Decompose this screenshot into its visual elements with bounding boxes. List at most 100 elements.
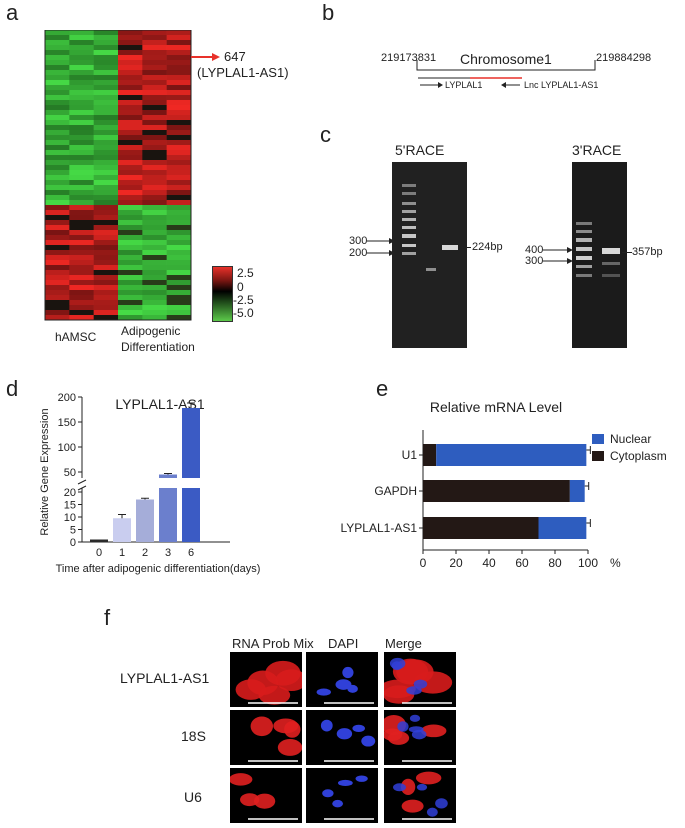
x-tick-label: 6 bbox=[188, 547, 194, 559]
fish-header-merge: Merge bbox=[385, 636, 422, 651]
x-tick-label: 0 bbox=[420, 556, 427, 570]
legend-swatch-cytoplasm bbox=[592, 451, 604, 461]
legend-label-nuclear: Nuclear bbox=[610, 432, 651, 446]
y-tick-label: LYPLAL1-AS1 bbox=[341, 521, 418, 535]
fish-tile-merge bbox=[384, 652, 456, 707]
bar-nuclear bbox=[538, 517, 587, 539]
fish-tile-merge bbox=[384, 768, 456, 823]
marker-arrows-3race bbox=[543, 247, 573, 264]
y-tick-label: 5 bbox=[70, 525, 76, 537]
chromosome-start: 219173831 bbox=[381, 52, 437, 64]
heatmap-label-differentiation: Differentiation bbox=[121, 340, 195, 354]
gel-3race bbox=[572, 162, 627, 348]
axis-break bbox=[77, 479, 87, 485]
scale-tick: 2.5 bbox=[237, 266, 254, 280]
gel-5race bbox=[392, 162, 467, 348]
y-axis-label: Relative Gene Expression bbox=[39, 408, 51, 535]
bar bbox=[90, 539, 108, 542]
y-tick-label: 10 bbox=[64, 512, 76, 524]
y-tick-label: 20 bbox=[64, 487, 76, 499]
stacked-bar-chart-localization: Relative mRNA Level 0 20 40 60 80 100 % U1 GAPDH L… bbox=[341, 400, 667, 570]
scale-tick: -2.5 bbox=[233, 293, 254, 307]
heatmap bbox=[44, 30, 220, 321]
race-5-title: 5'RACE bbox=[395, 142, 445, 158]
y-tick-label: 50 bbox=[64, 467, 76, 479]
race-3-title: 3'RACE bbox=[572, 142, 622, 158]
fish-header-probe: RNA Prob Mix bbox=[232, 636, 314, 651]
fish-tile-probe bbox=[230, 710, 302, 765]
panel-label-f: f bbox=[104, 605, 111, 630]
bar bbox=[113, 518, 131, 542]
x-tick-label: 40 bbox=[482, 556, 496, 570]
band-pointer-357 bbox=[622, 252, 632, 253]
scale-tick: -5.0 bbox=[233, 306, 254, 320]
heatmap-cells bbox=[45, 30, 192, 321]
band-label-224bp: 224bp bbox=[472, 241, 503, 253]
legend-label-cytoplasm: Cytoplasm bbox=[610, 449, 667, 463]
marker-200: 200 bbox=[349, 247, 368, 259]
bar bbox=[159, 488, 177, 542]
marker-300: 300 bbox=[349, 235, 368, 247]
heatmap-label-adipogenic: Adipogenic bbox=[121, 324, 181, 338]
bar bbox=[159, 474, 177, 478]
x-tick-label: 2 bbox=[142, 547, 148, 559]
chromosome-diagram bbox=[416, 60, 596, 88]
chromosome-end: 219884298 bbox=[596, 52, 652, 64]
scale-tick: 0 bbox=[237, 280, 244, 294]
y-tick-label: 200 bbox=[58, 392, 76, 404]
callout-gene-name: (LYPLAL1-AS1) bbox=[197, 65, 289, 80]
x-tick-label: 100 bbox=[578, 556, 598, 570]
y-tick-label: 150 bbox=[58, 417, 76, 429]
x-tick-label: 20 bbox=[449, 556, 463, 570]
bar-cytoplasm bbox=[423, 480, 570, 502]
bar bbox=[182, 408, 200, 478]
callout-number: 647 bbox=[224, 49, 246, 64]
y-tick-label: 0 bbox=[70, 537, 76, 549]
bar-cytoplasm bbox=[423, 444, 437, 466]
fish-tile-merge bbox=[384, 710, 456, 765]
axis-break bbox=[77, 485, 87, 491]
legend-swatch-nuclear bbox=[592, 434, 604, 444]
chart-title: Relative mRNA Level bbox=[430, 400, 562, 415]
x-tick-label: 0 bbox=[96, 547, 102, 559]
x-tick-label: 1 bbox=[119, 547, 125, 559]
panel-label-e: e bbox=[376, 376, 389, 401]
fish-row-label-lyplal1: LYPLAL1-AS1 bbox=[120, 670, 210, 686]
y-tick-label: U1 bbox=[402, 448, 418, 462]
x-axis-label: Time after adipogenic differentiation(da… bbox=[56, 563, 261, 575]
marker-400: 400 bbox=[525, 244, 544, 256]
fish-tile-dapi bbox=[306, 652, 378, 707]
bar-nuclear bbox=[569, 480, 585, 502]
gene-label-lyplal1: LYPLAL1 bbox=[445, 80, 483, 90]
marker-arrows-5race bbox=[367, 238, 395, 256]
panel-label-d: d bbox=[6, 376, 19, 401]
bar bbox=[182, 488, 200, 542]
bar bbox=[136, 499, 154, 542]
panel-label-c: c bbox=[320, 122, 331, 147]
gene-label-lnc: Lnc LYPLAL1-AS1 bbox=[524, 80, 599, 90]
fish-row-label-u6: U6 bbox=[184, 789, 202, 805]
chromosome-title: Chromosome1 bbox=[460, 51, 552, 67]
band-pointer-224 bbox=[461, 247, 471, 248]
y-tick-label: GAPDH bbox=[374, 484, 417, 498]
x-tick-label: 3 bbox=[165, 547, 171, 559]
x-unit: % bbox=[610, 556, 621, 570]
x-tick-label: 80 bbox=[548, 556, 562, 570]
x-tick-label: 60 bbox=[515, 556, 529, 570]
fish-tile-dapi bbox=[306, 710, 378, 765]
y-tick-label: 15 bbox=[64, 500, 76, 512]
fish-tile-dapi bbox=[306, 768, 378, 823]
band-label-357bp: 357bp bbox=[632, 246, 663, 258]
color-scale-bar bbox=[212, 266, 233, 322]
panel-label-a: a bbox=[6, 0, 19, 25]
fish-tile-probe bbox=[230, 652, 302, 707]
fish-row-label-18s: 18S bbox=[181, 728, 206, 744]
bar-nuclear bbox=[436, 444, 587, 466]
marker-300b: 300 bbox=[525, 255, 544, 267]
heatmap-label-hamsc: hAMSC bbox=[55, 330, 97, 344]
fish-tile-probe bbox=[230, 768, 302, 823]
y-tick-label: 100 bbox=[58, 442, 76, 454]
fish-header-dapi: DAPI bbox=[328, 636, 359, 651]
callout-arrowhead bbox=[212, 53, 220, 61]
